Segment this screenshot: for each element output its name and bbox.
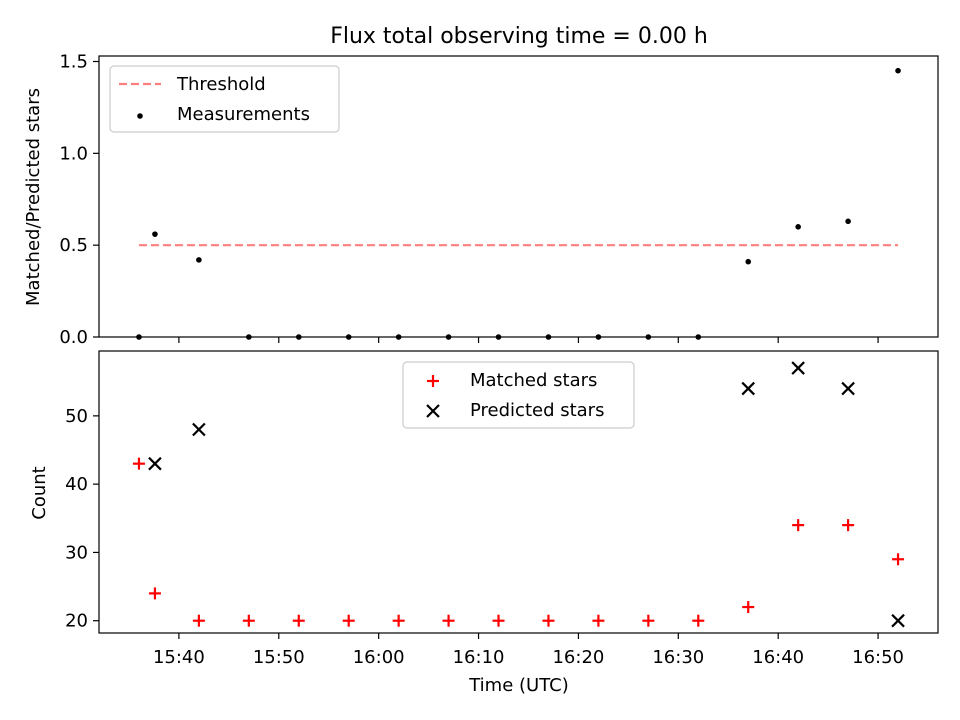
chart-title: Flux total observing time = 0.00 h xyxy=(330,24,708,49)
matched-star-point xyxy=(842,519,855,532)
predicted-star-point xyxy=(791,361,805,375)
measurement-point xyxy=(745,258,752,265)
matched-star-point xyxy=(642,614,655,627)
measurement-point xyxy=(395,334,402,340)
measurement-point xyxy=(545,334,552,340)
matched-star-point xyxy=(242,614,255,627)
measurement-point xyxy=(845,218,851,225)
legend-threshold-label: Threshold xyxy=(176,74,266,95)
matched-star-point xyxy=(148,587,161,600)
measurement-point xyxy=(895,67,901,74)
matched-star-point xyxy=(292,614,305,627)
x-tick-label: 16:50 xyxy=(852,647,904,668)
legend-measurements-swatch xyxy=(137,113,143,119)
bottom-y-tick-label: 50 xyxy=(65,406,88,427)
measurement-point xyxy=(495,334,502,340)
bottom-y-tick-label: 20 xyxy=(65,611,88,632)
matched-star-point xyxy=(542,614,555,627)
legend-predicted-swatch xyxy=(426,404,440,418)
legend-matched-label: Matched stars xyxy=(470,370,597,391)
matched-star-point xyxy=(442,614,455,627)
predicted-star-point xyxy=(891,613,905,628)
flux-ratio-panel: 0.0 0.5 1.0 1.5 Matched/Predicted stars Thr… xyxy=(23,52,939,348)
predicted-star-point xyxy=(841,381,855,396)
measurement-point xyxy=(595,334,602,340)
measurement-point xyxy=(196,257,202,263)
x-tick-label: 16:00 xyxy=(353,647,405,668)
matched-star-point xyxy=(792,519,805,532)
top-legend: Threshold Measurements xyxy=(109,65,340,133)
counts-panel: 20 30 40 50 15:40 15:50 16:00 16:10 16:20 16:30 1… xyxy=(29,350,939,696)
bottom-y-axis-label: Count xyxy=(29,466,50,519)
matched-star-point xyxy=(492,614,505,627)
top-y-tick-label: 0.5 xyxy=(59,235,88,256)
legend-measurements-label: Measurements xyxy=(177,104,310,125)
top-y-tick-label: 1.0 xyxy=(59,143,88,164)
x-tick-label: 16:10 xyxy=(453,647,505,668)
x-tick-label: 15:40 xyxy=(153,647,205,668)
predicted-star-point xyxy=(148,456,162,471)
x-tick-label: 16:30 xyxy=(652,647,704,668)
bottom-y-tick-label: 40 xyxy=(65,474,88,495)
top-y-tick-label: 0.0 xyxy=(59,327,88,348)
predicted-star-point xyxy=(192,422,206,437)
legend-predicted-label: Predicted stars xyxy=(470,400,604,421)
bottom-legend: Matched stars Predicted stars xyxy=(402,361,635,429)
bottom-y-tick-label: 30 xyxy=(65,542,88,563)
matched-star-point xyxy=(392,614,405,627)
matched-star-point xyxy=(692,614,705,627)
measurement-point xyxy=(345,334,352,340)
matched-star-point xyxy=(192,614,205,627)
x-tick-label: 16:40 xyxy=(752,647,804,668)
measurement-point xyxy=(136,334,142,340)
matched-star-point xyxy=(592,614,605,627)
top-y-axis-label: Matched/Predicted stars xyxy=(23,88,44,306)
matched-star-point xyxy=(892,553,905,566)
legend-matched-swatch xyxy=(427,375,439,387)
x-axis-label: Time (UTC) xyxy=(468,675,569,696)
matched-star-point xyxy=(132,457,145,470)
measurement-point xyxy=(795,224,801,230)
measurement-point xyxy=(152,231,158,237)
matched-star-point xyxy=(342,614,355,627)
measurement-point xyxy=(295,334,302,340)
measurement-point xyxy=(695,334,702,340)
measurement-point xyxy=(645,334,652,340)
predicted-star-point xyxy=(741,381,756,396)
x-tick-label: 16:20 xyxy=(552,647,604,668)
matched-star-point xyxy=(742,601,755,614)
x-tick-label: 15:50 xyxy=(253,647,305,668)
measurement-point xyxy=(246,334,252,340)
top-y-tick-label: 1.5 xyxy=(59,52,88,73)
measurement-point xyxy=(445,334,452,340)
